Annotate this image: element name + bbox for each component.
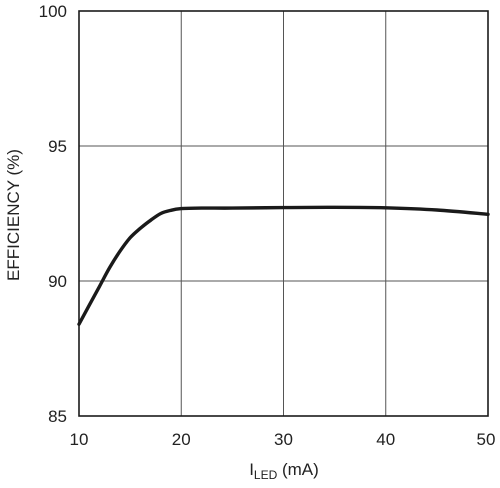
x-axis-title-unit: (mA): [277, 460, 319, 479]
x-axis-title: ILED (mA): [249, 460, 319, 482]
x-tick-label-40: 40: [376, 430, 395, 449]
x-tick-label-10: 10: [70, 430, 89, 449]
y-tick-label-100: 100: [39, 2, 67, 21]
y-tick-label-90: 90: [48, 272, 67, 291]
efficiency-line: [77, 205, 490, 326]
y-axis-title: EFFICIENCY (%): [4, 149, 23, 281]
x-axis-title-subscript: LED: [254, 468, 278, 482]
y-tick-labels: 85 90 95 100: [39, 2, 67, 426]
x-tick-label-50: 50: [477, 430, 496, 449]
grid-lines: [79, 11, 488, 416]
y-tick-label-85: 85: [48, 407, 67, 426]
x-tick-labels: 10 20 30 40 50: [70, 430, 496, 449]
y-tick-label-95: 95: [48, 137, 67, 156]
x-axis-title-main: I: [249, 460, 254, 479]
x-tick-label-30: 30: [274, 430, 293, 449]
x-tick-label-20: 20: [172, 430, 191, 449]
